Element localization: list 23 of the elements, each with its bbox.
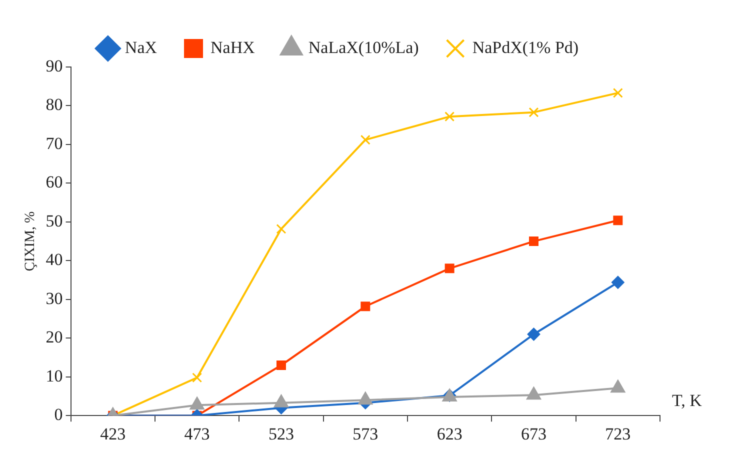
x-tick-label: 723 bbox=[605, 424, 631, 444]
x-tick-label: 473 bbox=[184, 424, 210, 444]
y-tick-label: 40 bbox=[46, 250, 63, 270]
x-tick-label: 623 bbox=[436, 424, 462, 444]
y-tick-label: 70 bbox=[46, 134, 63, 153]
y-tick-label: 60 bbox=[46, 172, 63, 192]
x-tick-label: 523 bbox=[268, 424, 294, 444]
y-tick-label: 0 bbox=[54, 405, 63, 424]
legend-label: NaLaX(10%La) bbox=[308, 38, 419, 57]
x-tick-label: 573 bbox=[352, 424, 378, 444]
y-tick-label: 80 bbox=[46, 95, 63, 114]
y-tick-label: 50 bbox=[46, 211, 63, 230]
x-tick-label: 673 bbox=[520, 424, 546, 444]
legend-label: NaX bbox=[124, 38, 158, 57]
x-axis-title: T, K bbox=[672, 391, 703, 410]
legend-label: NaPdX(1% Pd) bbox=[472, 38, 579, 57]
legend-label: NaHX bbox=[210, 38, 255, 57]
y-tick-label: 30 bbox=[46, 288, 63, 308]
x-tick-label: 423 bbox=[100, 424, 126, 444]
y-tick-label: 20 bbox=[46, 328, 63, 347]
y-tick-label: 90 bbox=[46, 56, 63, 76]
y-tick-label: 10 bbox=[46, 366, 63, 386]
y-axis-title: ÇIXIM, % bbox=[23, 211, 38, 272]
